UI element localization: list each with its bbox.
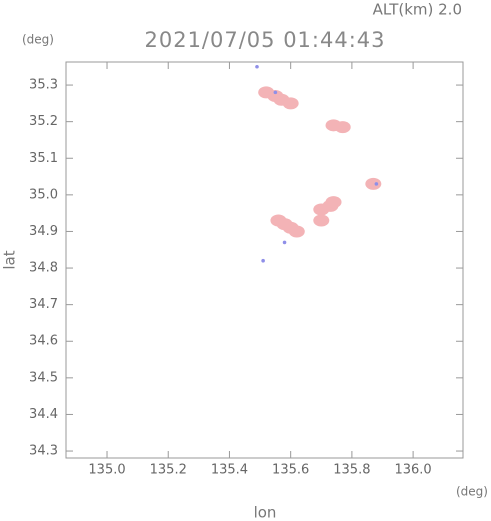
x-tick-label: 135.2 [150, 463, 187, 478]
x-tick-label: 135.4 [211, 463, 248, 478]
y-tick-label: 34.9 [29, 224, 58, 239]
y-tick-label: 34.7 [29, 297, 58, 312]
y-tick-label: 35.2 [29, 114, 58, 129]
x-tick-label: 135.0 [88, 463, 125, 478]
echo-point [365, 177, 382, 190]
echo-point [282, 240, 287, 245]
echo-point [313, 214, 330, 227]
echo-point [282, 97, 299, 110]
y-unit: (deg) [22, 33, 54, 47]
chart-title: 2021/07/05 01:44:43 [144, 28, 385, 52]
subtitle: ALT(km) 2.0 [373, 1, 462, 19]
y-tick-label: 35.3 [29, 78, 58, 93]
x-axis-label: lon [254, 504, 277, 521]
y-tick-label: 34.3 [29, 444, 58, 459]
echo-point [325, 196, 342, 209]
y-tick-label: 34.5 [29, 370, 58, 385]
y-tick-label: 34.4 [29, 407, 58, 422]
y-tick-label: 35.1 [29, 151, 58, 166]
y-tick-label: 34.6 [29, 334, 58, 349]
x-tick-label: 135.8 [333, 463, 370, 478]
x-tick-label: 135.6 [272, 463, 309, 478]
echo-point [374, 182, 379, 186]
x-tick-label: 136.0 [394, 463, 431, 478]
echo-point [255, 64, 259, 69]
y-tick-label: 34.8 [29, 261, 58, 276]
echo-point [273, 90, 278, 95]
y-axis-label: lat [1, 250, 19, 269]
echo-point [334, 121, 351, 134]
echo-point [261, 258, 265, 263]
y-tick-label: 35.0 [29, 187, 58, 202]
x-unit: (deg) [456, 485, 488, 499]
plot-frame [65, 61, 464, 459]
echo-point [288, 225, 305, 238]
